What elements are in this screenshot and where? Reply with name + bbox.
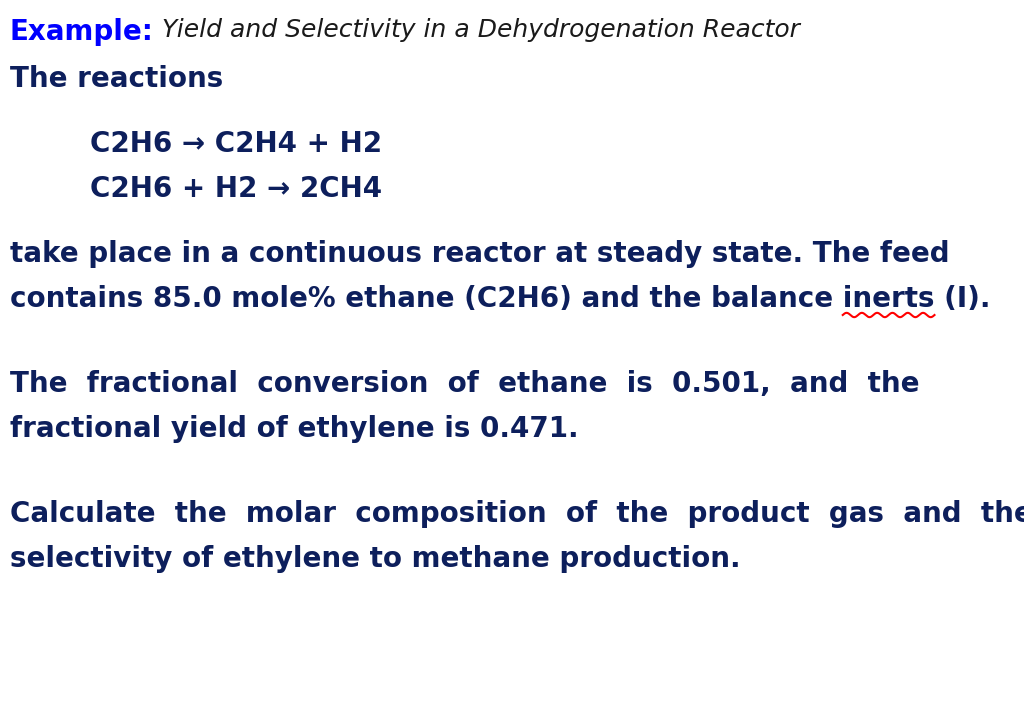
- Text: contains 85.0 mole% ethane (C2H6) and the balance: contains 85.0 mole% ethane (C2H6) and th…: [10, 285, 843, 313]
- Text: Example:: Example:: [10, 18, 154, 46]
- Text: Calculate  the  molar  composition  of  the  product  gas  and  the: Calculate the molar composition of the p…: [10, 500, 1024, 528]
- Text: selectivity of ethylene to methane production.: selectivity of ethylene to methane produ…: [10, 545, 740, 573]
- Text: inerts: inerts: [10, 285, 101, 313]
- Text: The  fractional  conversion  of  ethane  is  0.501,  and  the: The fractional conversion of ethane is 0…: [10, 370, 920, 398]
- Text: The reactions: The reactions: [10, 65, 223, 93]
- Text: C2H6 → C2H4 + H2: C2H6 → C2H4 + H2: [90, 130, 382, 158]
- Text: C2H6 + H2 → 2CH4: C2H6 + H2 → 2CH4: [90, 175, 382, 203]
- Text: Yield and Selectivity in a Dehydrogenation Reactor: Yield and Selectivity in a Dehydrogenati…: [162, 18, 800, 42]
- Text: fractional yield of ethylene is 0.471.: fractional yield of ethylene is 0.471.: [10, 415, 579, 443]
- Text: contains 85.0 mole% ethane (C2H6) and the balance inerts (I).: contains 85.0 mole% ethane (C2H6) and th…: [10, 285, 990, 313]
- Text: take place in a continuous reactor at steady state. The feed: take place in a continuous reactor at st…: [10, 240, 949, 268]
